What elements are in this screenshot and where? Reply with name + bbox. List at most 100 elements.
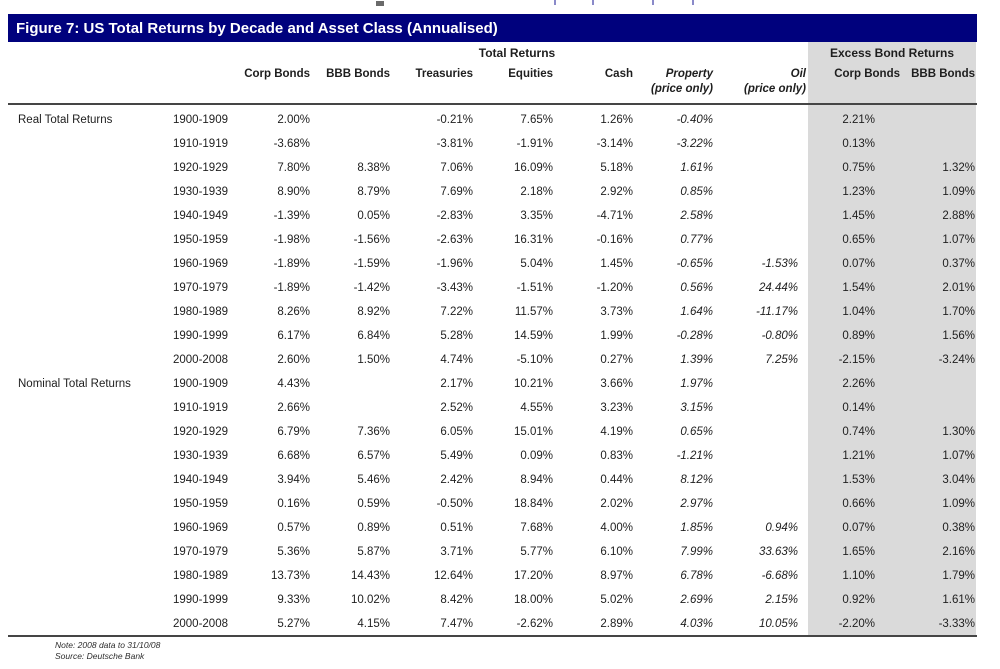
value-cell-oil <box>713 372 808 396</box>
value-cell-corp: -3.68% <box>273 138 310 150</box>
table-row: Real Total Returns 1900-1909 2.00% -0.21% 7.… <box>8 108 986 132</box>
section-label <box>8 444 160 468</box>
value-cell-equities: 16.09% <box>513 162 553 174</box>
value-cell-equities: -1.91% <box>516 138 553 150</box>
value-cell-equities: -1.51% <box>516 282 553 294</box>
value-cell-corp: 9.33% <box>277 594 310 606</box>
row-spacer <box>977 348 986 372</box>
value-cell-equities: 5.04% <box>520 258 553 270</box>
value-cell-property: -0.28% <box>676 330 713 342</box>
value-cell-treasuries: 5.28% <box>440 330 473 342</box>
decade-cell: 1900-1909 <box>173 114 228 126</box>
value-cell-oil <box>713 420 808 444</box>
row-spacer <box>977 300 986 324</box>
value-cell-corp: 8.26% <box>277 306 310 318</box>
value-cell-property: -0.40% <box>676 114 713 126</box>
decade-cell: 1910-1919 <box>173 402 228 414</box>
value-cell-x_corp: 1.04% <box>842 306 875 318</box>
value-cell-oil <box>713 132 808 156</box>
value-cell-corp: 7.80% <box>277 162 310 174</box>
value-cell-corp: 5.36% <box>277 546 310 558</box>
column-header-label: Property <box>665 68 713 80</box>
value-cell-cash: 4.19% <box>600 426 633 438</box>
value-cell-x_bbb <box>886 396 977 420</box>
value-cell-x_corp: 1.65% <box>842 546 875 558</box>
value-cell-x_corp: 2.21% <box>842 114 875 126</box>
row-spacer <box>977 132 986 156</box>
row-spacer <box>977 204 986 228</box>
value-cell-corp: 2.00% <box>277 114 310 126</box>
value-cell-x_corp: 0.07% <box>842 258 875 270</box>
header-rule <box>8 103 977 105</box>
value-cell-cash: -4.71% <box>596 210 633 222</box>
section-label <box>8 252 160 276</box>
decade-cell: 1960-1969 <box>173 258 228 270</box>
decade-cell: 1950-1959 <box>173 498 228 510</box>
value-cell-bbb: 1.50% <box>357 354 390 366</box>
clipped-text-remnant <box>554 0 556 5</box>
value-cell-x_corp: 0.74% <box>842 426 875 438</box>
value-cell-bbb <box>310 108 390 132</box>
value-cell-cash: -0.16% <box>596 234 633 246</box>
value-cell-bbb: 8.92% <box>357 306 390 318</box>
section-label <box>8 300 160 324</box>
decade-cell: 1960-1969 <box>173 522 228 534</box>
value-cell-treasuries: 7.22% <box>440 306 473 318</box>
column-header-subnote: (price only) <box>744 83 806 95</box>
value-cell-treasuries: -2.83% <box>436 210 473 222</box>
value-cell-cash: 5.18% <box>600 162 633 174</box>
value-cell-treasuries: 2.17% <box>440 378 473 390</box>
section-label <box>8 516 160 540</box>
value-cell-x_bbb: 1.09% <box>942 498 975 510</box>
row-spacer <box>977 612 986 636</box>
column-header-cash: Cash <box>553 66 633 96</box>
decade-cell: 1980-1989 <box>173 570 228 582</box>
value-cell-property: -3.22% <box>676 138 713 150</box>
group-header-excess-bond-returns: Excess Bond Returns <box>829 46 955 60</box>
table-row: 1970-1979 -1.89% -1.42% -3.43% -1.51% -1.20% 0… <box>8 276 986 300</box>
value-cell-cash: 8.97% <box>600 570 633 582</box>
value-cell-bbb: 7.36% <box>357 426 390 438</box>
value-cell-x_corp: 0.07% <box>842 522 875 534</box>
value-cell-corp: 5.27% <box>277 618 310 630</box>
section-label: Real Total Returns <box>18 114 113 126</box>
column-header-bbb: BBB Bonds <box>310 66 390 96</box>
value-cell-bbb: -1.42% <box>353 282 390 294</box>
value-cell-x_bbb: -3.24% <box>938 354 975 366</box>
value-cell-x_corp: 0.14% <box>842 402 875 414</box>
row-spacer <box>977 156 986 180</box>
header-spacer <box>977 66 986 96</box>
value-cell-cash: 0.27% <box>600 354 633 366</box>
value-cell-corp: 4.43% <box>277 378 310 390</box>
value-cell-property: 7.99% <box>680 546 713 558</box>
value-cell-corp: 3.94% <box>277 474 310 486</box>
value-cell-x_bbb: 1.30% <box>942 426 975 438</box>
column-header-oil: Oil (price only) <box>713 66 808 96</box>
value-cell-x_bbb: 0.38% <box>942 522 975 534</box>
value-cell-oil <box>713 468 808 492</box>
column-header-label: Oil <box>790 68 806 80</box>
value-cell-equities: 4.55% <box>520 402 553 414</box>
column-header-label: Cash <box>604 68 633 80</box>
value-cell-corp: -1.39% <box>273 210 310 222</box>
column-header-label: Corp Bonds <box>244 68 310 80</box>
value-cell-equities: 18.84% <box>513 498 553 510</box>
header-spacer <box>160 66 232 96</box>
value-cell-treasuries: 7.69% <box>440 186 473 198</box>
section-label <box>8 612 160 636</box>
column-header-corp: Corp Bonds <box>232 66 310 96</box>
table-row: 1980-1989 13.73% 14.43% 12.64% 17.20% 8.97% 6.… <box>8 564 986 588</box>
table-row: 2000-2008 5.27% 4.15% 7.47% -2.62% 2.89% 4.03%… <box>8 612 986 636</box>
table-row: 1990-1999 6.17% 6.84% 5.28% 14.59% 1.99% -0.28… <box>8 324 986 348</box>
header-spacer <box>8 66 160 96</box>
value-cell-treasuries: 2.52% <box>440 402 473 414</box>
group-header-total-returns: Total Returns <box>478 46 556 60</box>
value-cell-treasuries: -0.50% <box>436 498 473 510</box>
decade-cell: 1940-1949 <box>173 474 228 486</box>
value-cell-equities: 0.09% <box>520 450 553 462</box>
value-cell-treasuries: 6.05% <box>440 426 473 438</box>
table-row: 1920-1929 6.79% 7.36% 6.05% 15.01% 4.19% 0.65%… <box>8 420 986 444</box>
value-cell-oil <box>713 492 808 516</box>
value-cell-corp: 2.66% <box>277 402 310 414</box>
row-spacer <box>977 492 986 516</box>
